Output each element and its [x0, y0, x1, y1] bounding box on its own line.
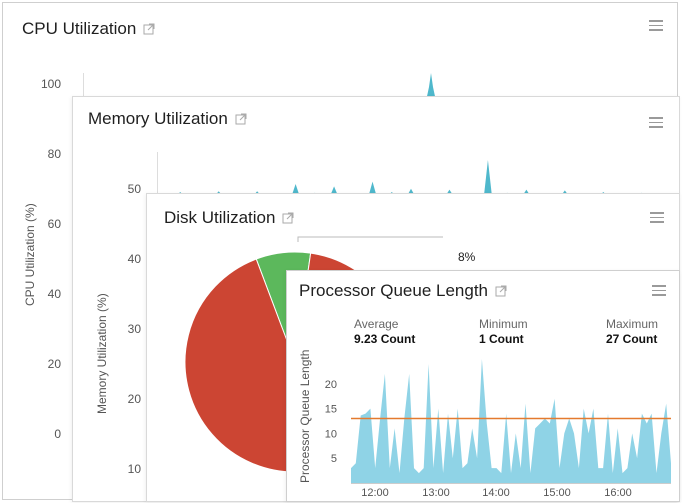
pql-chart: 20 15 10 5 12:00 13:00 14:00 15:00 16:00	[325, 359, 671, 499]
stat-maximum-value: 27 Count	[606, 332, 658, 346]
pql-y-tick: 10	[325, 428, 337, 440]
pie-slice-label: 8%	[458, 250, 476, 264]
external-link-icon[interactable]	[282, 212, 294, 224]
memory-y-tick: 10	[127, 462, 141, 476]
pql-menu-icon[interactable]	[652, 285, 666, 297]
cpu-menu-icon[interactable]	[649, 20, 663, 32]
disk-title-text: Disk Utilization	[164, 208, 276, 227]
memory-y-tick: 40	[127, 252, 141, 266]
external-link-icon[interactable]	[495, 285, 507, 297]
memory-y-axis-label: Memory Utilization (%)	[95, 293, 109, 414]
disk-menu-icon[interactable]	[650, 212, 664, 224]
pql-y-tick: 15	[325, 404, 337, 416]
stat-average-label: Average	[354, 317, 399, 331]
stat-average-value: 9.23 Count	[354, 332, 416, 346]
cpu-y-tick: 20	[47, 357, 61, 371]
cpu-y-tick: 40	[47, 287, 61, 301]
pql-title-text: Processor Queue Length	[299, 281, 489, 300]
cpu-y-tick: 60	[47, 217, 61, 231]
cpu-title-text: CPU Utilization	[22, 19, 137, 38]
stat-minimum-label: Minimum	[479, 317, 528, 331]
pql-x-tick: 14:00	[482, 487, 510, 499]
pql-area-series	[351, 359, 671, 483]
cpu-y-tick: 100	[40, 77, 61, 91]
memory-menu-icon[interactable]	[649, 117, 663, 129]
memory-widget-title: Memory Utilization	[88, 109, 247, 129]
cpu-y-tick: 0	[54, 427, 61, 441]
pql-x-tick: 15:00	[543, 487, 571, 499]
memory-data-spike	[368, 181, 377, 196]
memory-title-text: Memory Utilization	[88, 109, 228, 128]
cpu-spike	[426, 73, 436, 101]
external-link-icon[interactable]	[235, 113, 247, 125]
pie-label-leader-line	[297, 236, 443, 242]
memory-data-spike	[483, 160, 492, 196]
pql-x-tick: 13:00	[422, 487, 450, 499]
external-link-icon[interactable]	[143, 23, 155, 35]
stat-maximum-label: Maximum	[606, 317, 659, 331]
pql-x-tick: 16:00	[604, 487, 632, 499]
memory-chart-area	[157, 152, 665, 197]
memory-y-tick: 30	[127, 322, 141, 336]
pql-y-tick: 5	[331, 453, 337, 465]
pql-widget-title: Processor Queue Length	[299, 281, 507, 301]
disk-widget-title: Disk Utilization	[164, 208, 294, 228]
pql-x-tick: 12:00	[361, 487, 389, 499]
pql-y-tick: 20	[325, 379, 337, 391]
stat-minimum-value: 1 Count	[479, 332, 524, 346]
processor-queue-length-widget: Processor Queue Length Average 9.23 Coun…	[286, 270, 680, 502]
memory-y-tick: 20	[127, 392, 141, 406]
memory-y-tick: 50	[127, 182, 141, 196]
cpu-widget-title: CPU Utilization	[22, 19, 155, 39]
cpu-y-tick: 80	[47, 147, 61, 161]
